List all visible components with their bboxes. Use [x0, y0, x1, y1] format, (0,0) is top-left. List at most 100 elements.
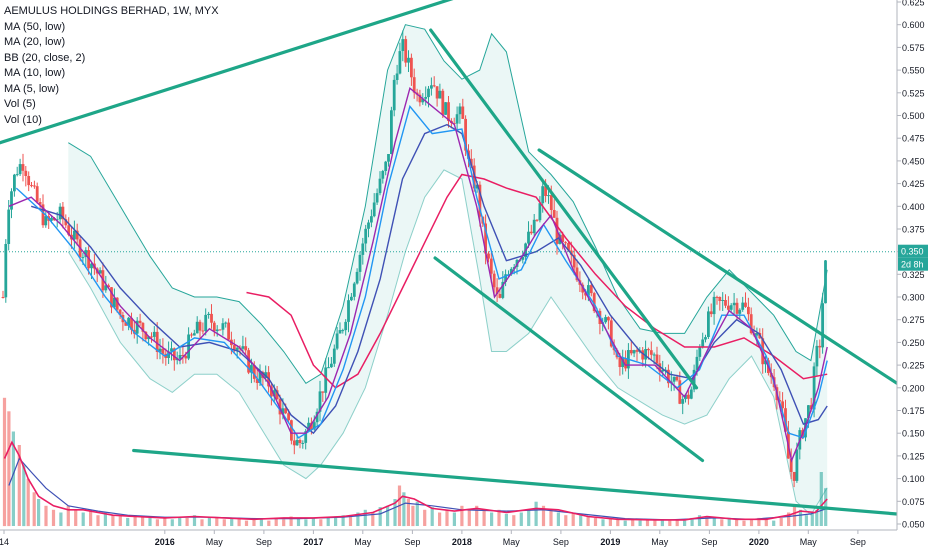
- candle-body: [187, 334, 190, 359]
- bollinger-lower-line: [67, 169, 828, 516]
- candle-body: [607, 317, 610, 321]
- candle-body: [544, 186, 547, 196]
- candle-body: [275, 390, 279, 399]
- candle-body: [192, 333, 196, 336]
- candle-body: [789, 458, 793, 472]
- indicator-ma50[interactable]: MA (50, low): [4, 20, 66, 33]
- volume-bar: [118, 516, 122, 526]
- volume-bar: [32, 492, 36, 527]
- candle-body: [158, 348, 162, 352]
- candle-body: [292, 440, 296, 446]
- indicator-ma20[interactable]: MA (20, low): [4, 36, 66, 48]
- candle-body: [384, 161, 388, 171]
- volume-bar: [757, 517, 761, 526]
- y-tick-label: 0.400: [902, 202, 925, 212]
- volume-bar: [111, 515, 115, 526]
- candle-body: [404, 39, 408, 63]
- volume-bar: [549, 509, 553, 526]
- y-tick-label: 0.625: [902, 0, 925, 8]
- candle-body: [718, 297, 722, 301]
- candle-body: [312, 422, 316, 430]
- candle-body: [341, 330, 345, 332]
- x-tick-label: 14: [0, 537, 9, 547]
- volume-bar: [126, 517, 130, 526]
- candle-body: [224, 322, 228, 324]
- indicator-vol10[interactable]: Vol (10): [4, 113, 42, 126]
- candle-body: [509, 268, 513, 275]
- candle-body: [812, 366, 816, 410]
- candle-body: [372, 202, 376, 217]
- candle-body: [304, 431, 308, 443]
- indicator-ma10[interactable]: MA (10, low): [4, 67, 66, 79]
- candle-body: [155, 331, 159, 352]
- trendline-0[interactable]: [0, 0, 459, 145]
- candle-body: [784, 408, 787, 432]
- volume-bar: [415, 501, 419, 526]
- volume-bar: [282, 519, 286, 527]
- candle-body: [55, 219, 59, 221]
- candle-body: [198, 321, 202, 331]
- candle-body: [124, 322, 128, 326]
- trendline-1[interactable]: [429, 28, 699, 390]
- candle-body: [298, 440, 302, 443]
- price-axis[interactable]: [897, 0, 932, 550]
- candle-body: [589, 285, 593, 294]
- candle-body: [190, 334, 193, 336]
- candle-body: [455, 114, 459, 124]
- volume-bar: [26, 478, 30, 527]
- trendline-4[interactable]: [132, 448, 899, 516]
- volume-bar: [798, 509, 803, 526]
- x-tick-label: Sep: [404, 537, 420, 547]
- candle-body: [430, 85, 433, 89]
- volume-bar: [504, 513, 508, 527]
- volume-bar: [200, 519, 204, 527]
- candle-body: [41, 204, 45, 226]
- candle-body: [412, 77, 416, 93]
- candle-body: [527, 231, 530, 244]
- candle-body: [330, 363, 333, 368]
- candle-body: [744, 302, 747, 307]
- volume-bar: [601, 519, 605, 527]
- candle-body: [761, 338, 765, 365]
- time-axis[interactable]: [0, 530, 897, 550]
- indicator-ma5[interactable]: MA (5, low): [4, 82, 60, 95]
- candle-body: [147, 336, 150, 340]
- candle-body: [107, 285, 110, 288]
- candle-body: [64, 219, 68, 226]
- volume-bar: [155, 519, 159, 527]
- candle-body: [401, 39, 405, 51]
- y-tick-label: 0.250: [902, 338, 925, 348]
- volume-bar: [571, 512, 575, 526]
- indicator-vol5[interactable]: Vol (5): [4, 98, 36, 110]
- volume-bar: [386, 505, 390, 527]
- candle-body: [561, 234, 565, 243]
- indicator-bb[interactable]: BB (20, close, 2): [4, 51, 86, 64]
- candle-body: [392, 79, 396, 111]
- volume-bar: [653, 520, 657, 526]
- volume-bar: [460, 505, 464, 527]
- volume-bar: [727, 517, 731, 526]
- volume-bar: [660, 519, 664, 527]
- last-price-badge: [898, 244, 928, 258]
- candle-body: [521, 257, 525, 260]
- candle-body: [44, 216, 48, 226]
- candle-body: [698, 346, 702, 357]
- volume-bar: [215, 517, 219, 526]
- candle-body: [307, 422, 310, 432]
- candle-body: [270, 386, 273, 397]
- volume-bar: [296, 517, 301, 526]
- volume-bar: [645, 519, 650, 527]
- candle-body: [504, 274, 507, 282]
- chart-title[interactable]: AEMULUS HOLDINGS BERHAD, 1W, MYX: [4, 5, 219, 17]
- trendline-3[interactable]: [433, 256, 705, 463]
- trendline-2[interactable]: [537, 148, 899, 385]
- volume-bar: [452, 512, 456, 526]
- candle-body: [398, 51, 402, 74]
- candle-body: [552, 210, 556, 218]
- candle-body: [127, 317, 130, 326]
- volume-bar: [742, 520, 746, 526]
- candle-body: [207, 313, 210, 315]
- volume-bar: [7, 411, 11, 527]
